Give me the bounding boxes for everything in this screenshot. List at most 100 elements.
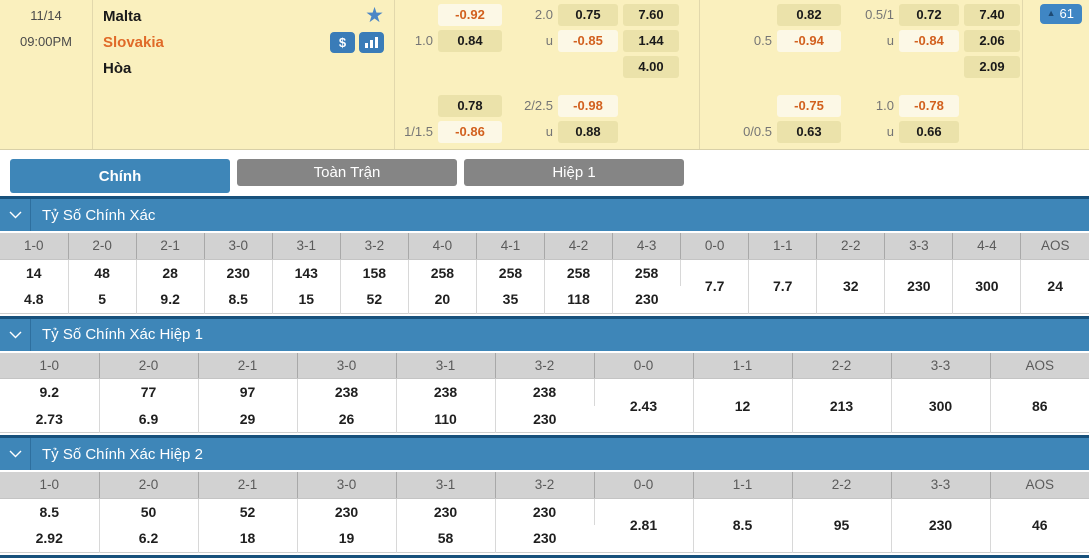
score-odds-value[interactable]: 35 [476,286,546,313]
score-odds-value[interactable]: 20 [408,286,477,313]
score-odds-value[interactable]: 238 [495,378,595,406]
score-odds-value[interactable]: 6.2 [99,525,199,552]
score-odds-value[interactable]: 8.5 [693,498,793,552]
tab-3[interactable]: Hiệp 1 [464,159,684,186]
score-odds-value[interactable]: 2.43 [594,378,694,433]
score-odds-value[interactable]: 9.2 [0,378,100,406]
score-odds-value[interactable]: 230 [204,259,273,286]
score-odds-value[interactable]: 29 [198,405,298,433]
score-odds-value[interactable]: 95 [792,498,892,552]
score-odds-value[interactable]: 230 [884,259,954,313]
score-odds-value[interactable]: 52 [198,498,298,525]
score-odds-value[interactable]: 300 [952,259,1022,313]
overunder-odds-cell[interactable]: -0.98 [558,94,618,117]
score-odds-value[interactable]: 230 [396,498,496,525]
handicap-odds-cell[interactable]: -0.94 [777,29,841,52]
handicap-label: 0/0.5 [743,124,772,139]
score-odds-value[interactable]: 8.5 [0,498,100,525]
score-odds-value[interactable]: 230 [495,498,595,525]
score-odds-value[interactable]: 24 [1020,259,1089,313]
x12-odds-cell[interactable]: 2.06 [964,29,1020,52]
handicap-odds-cell[interactable]: -0.75 [777,94,841,117]
score-odds-value[interactable]: 19 [297,525,397,552]
score-odds-value[interactable]: 143 [272,259,341,286]
handicap-odds-cell[interactable]: -0.86 [438,120,502,143]
score-odds-value[interactable]: 77 [99,378,199,406]
score-odds-value[interactable]: 6.9 [99,405,199,433]
overunder-odds-cell[interactable]: -0.85 [558,29,618,52]
score-odds-value[interactable]: 15 [272,286,341,313]
score-odds-value[interactable]: 158 [340,259,409,286]
handicap-odds-cell[interactable]: 0.84 [438,29,502,52]
score-odds-value[interactable]: 7.7 [748,259,818,313]
score-odds-value[interactable]: 18 [198,525,298,552]
score-odds-value[interactable]: 238 [297,378,397,406]
score-odds-value[interactable]: 26 [297,405,397,433]
score-odds-value[interactable]: 50 [99,498,199,525]
score-odds-value[interactable]: 86 [990,378,1089,433]
collapse-toggle[interactable] [0,199,31,231]
score-odds-value[interactable]: 238 [396,378,496,406]
score-odds-value[interactable]: 230 [495,405,594,433]
score-odds-value[interactable]: 230 [612,286,681,313]
section-top-border [0,196,1089,199]
tab-1[interactable]: Chính [10,159,230,193]
more-odds-badge[interactable]: ▲ 61 [1039,4,1082,24]
score-odds-value[interactable]: 52 [340,286,409,313]
score-odds-value[interactable]: 32 [816,259,886,313]
score-odds-value[interactable]: 48 [68,259,137,286]
score-odds-value[interactable]: 14 [0,259,69,286]
score-odds-value[interactable]: 258 [612,259,682,286]
score-odds-value[interactable]: 2.92 [0,525,100,552]
collapse-toggle[interactable] [0,318,31,351]
score-odds-value[interactable]: 230 [891,498,991,552]
x12-odds-cell[interactable]: 4.00 [623,55,679,78]
overunder-odds-cell[interactable]: 0.72 [899,3,959,26]
score-odds-value[interactable]: 118 [544,286,614,313]
score-odds-value[interactable]: 28 [136,259,205,286]
score-odds-value[interactable]: 110 [396,405,496,433]
score-odds-value[interactable]: 230 [495,525,594,552]
favorite-star-icon[interactable]: ★ [365,4,384,27]
score-odds-value[interactable]: 5 [68,286,137,313]
score-odds-value[interactable]: 58 [396,525,496,552]
score-odds-value[interactable]: 4.8 [0,286,69,313]
overunder-odds-cell[interactable]: 0.66 [899,120,959,143]
overunder-odds-cell[interactable]: -0.78 [899,94,959,117]
x12-odds-cell[interactable]: 7.60 [623,3,679,26]
match-time: 09:00PM [19,34,73,49]
score-column-header: 3-2 [495,352,595,379]
section-top-border [0,435,1089,438]
score-odds-value[interactable]: 258 [544,259,614,286]
x12-odds-cell[interactable]: 1.44 [623,29,679,52]
score-odds-value[interactable]: 230 [297,498,397,525]
tab-bar: Chính Toàn Trận Hiệp 1 [10,159,1089,193]
score-odds-value[interactable]: 97 [198,378,298,406]
score-odds-value[interactable]: 7.7 [680,259,750,313]
collapse-toggle[interactable] [0,438,31,470]
bar-chart-icon[interactable] [359,31,384,53]
score-odds-value[interactable]: 2.81 [594,498,694,552]
score-odds-value[interactable]: 9.2 [136,286,205,313]
handicap-odds-cell[interactable]: 0.82 [777,3,841,26]
score-odds-value[interactable]: 258 [408,259,477,286]
overunder-odds-cell[interactable]: -0.84 [899,29,959,52]
tab-2[interactable]: Toàn Trận [237,159,457,186]
handicap-odds-cell[interactable]: -0.92 [438,3,502,26]
overunder-odds-cell[interactable]: 0.75 [558,3,618,26]
money-icon[interactable]: $ [330,31,355,53]
overunder-label: 2.0 [534,7,553,22]
score-odds-value[interactable]: 46 [990,498,1089,552]
x12-odds-cell[interactable]: 7.40 [964,3,1020,26]
score-odds-value[interactable]: 12 [693,378,793,433]
overunder-odds-cell[interactable]: 0.88 [558,120,618,143]
score-odds-value[interactable]: 300 [891,378,991,433]
score-odds-value[interactable]: 213 [792,378,892,433]
score-odds-value[interactable]: 8.5 [204,286,273,313]
handicap-odds-cell[interactable]: 0.78 [438,94,502,117]
score-odds-value[interactable]: 258 [476,259,546,286]
handicap-odds-cell[interactable]: 0.63 [777,120,841,143]
score-odds-value[interactable]: 2.73 [0,405,100,433]
x12-odds-cell[interactable]: 2.09 [964,55,1020,78]
odds-row-1: 8.5 50 52 230 230 230 2.81 8.5 95 230 46 [0,498,1089,552]
